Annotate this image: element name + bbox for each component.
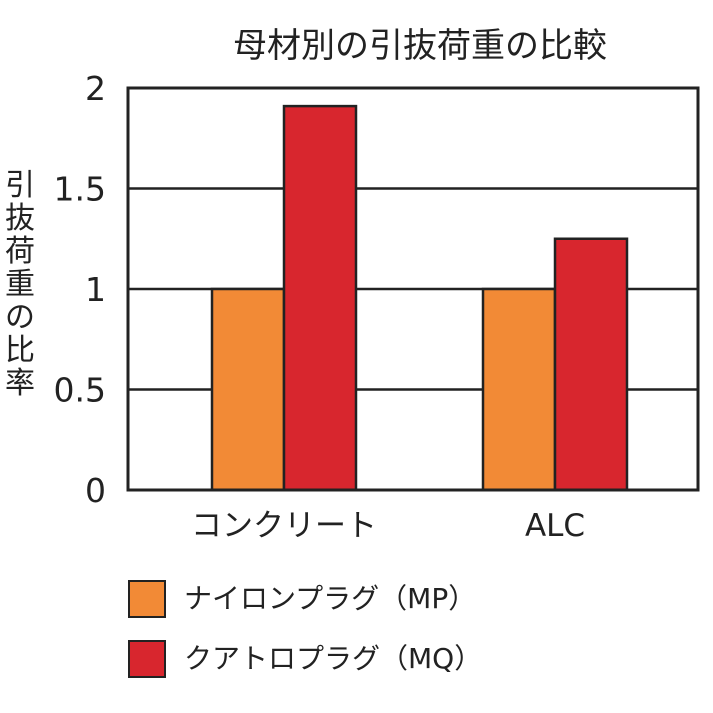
y-tick-label: 1 [85,270,106,309]
legend: ナイロンプラグ（MP） クアトロプラグ（MQ） [128,578,482,698]
y-axis-label-char: 重 [5,267,35,302]
plot-frame [126,86,700,492]
y-tick-label: 1.5 [54,170,106,209]
bar-quattro-plug-1 [553,237,629,492]
bar-quattro-plug-0 [282,104,358,492]
y-axis-label-char: 率 [5,366,35,401]
y-tick-label: 0.5 [54,371,106,410]
y-tick-label: 2 [85,69,106,108]
chart-title: 母材別の引抜荷重の比較 [233,26,607,66]
legend-item-quattro-plug: クアトロプラグ（MQ） [128,638,482,680]
bars [210,104,629,492]
x-tick-label: ALC [525,508,585,544]
legend-label-nylon-plug: ナイロンプラグ（MP） [184,582,477,615]
y-tick-label: 0 [85,471,106,510]
legend-swatch-nylon-plug [128,580,166,618]
bar-nylon-plug-0 [210,287,286,492]
y-axis-label-char: の [5,300,35,335]
y-axis-label-char: 引 [5,168,35,203]
y-axis-label-char: 荷 [5,234,35,269]
y-axis-label-char: 比 [5,333,35,368]
y-axis-label-char: 抜 [5,201,35,236]
x-tick-labels: コンクリート ALC [191,508,585,544]
x-tick-label: コンクリート [191,508,377,544]
y-tick-labels: 0 0.5 1 1.5 2 [54,69,106,510]
legend-swatch-quattro-plug [128,640,166,678]
bar-nylon-plug-1 [481,287,557,492]
legend-label-quattro-plug: クアトロプラグ（MQ） [184,642,483,675]
legend-item-nylon-plug: ナイロンプラグ（MP） [128,578,482,620]
